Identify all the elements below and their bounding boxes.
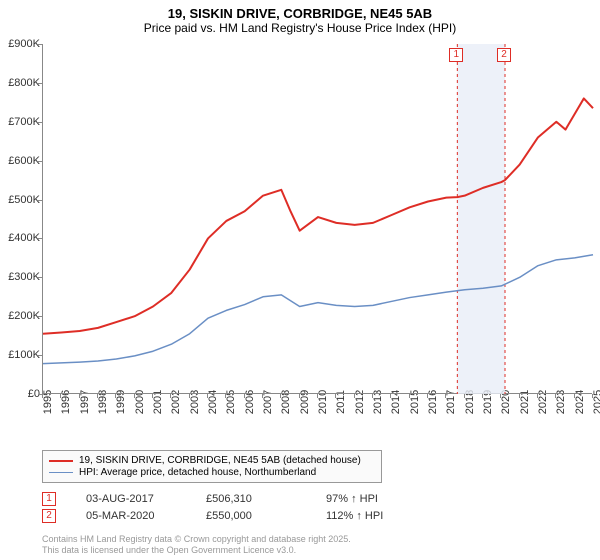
legend-item: 19, SISKIN DRIVE, CORBRIDGE, NE45 5AB (d… — [49, 455, 375, 466]
transaction-price: £550,000 — [206, 510, 296, 522]
chart-marker-badge: 2 — [497, 48, 511, 62]
transaction-table: 1 03-AUG-2017 £506,310 97% ↑ HPI 2 05-MA… — [42, 492, 416, 526]
y-tick-label: £200K — [0, 310, 40, 322]
transaction-date: 05-MAR-2020 — [86, 510, 176, 522]
transaction-date: 03-AUG-2017 — [86, 493, 176, 505]
title-sub: Price paid vs. HM Land Registry's House … — [0, 21, 600, 35]
x-tick-label: 2025 — [592, 390, 600, 414]
legend: 19, SISKIN DRIVE, CORBRIDGE, NE45 5AB (d… — [42, 450, 382, 483]
chart-container: 19, SISKIN DRIVE, CORBRIDGE, NE45 5AB Pr… — [0, 0, 600, 560]
y-tick-label: £400K — [0, 232, 40, 244]
plot-svg — [43, 44, 593, 394]
y-tick-label: £600K — [0, 155, 40, 167]
y-tick-label: £0 — [0, 388, 40, 400]
legend-label: HPI: Average price, detached house, Nort… — [79, 467, 316, 478]
transaction-row: 1 03-AUG-2017 £506,310 97% ↑ HPI — [42, 492, 416, 506]
title-block: 19, SISKIN DRIVE, CORBRIDGE, NE45 5AB Pr… — [0, 0, 600, 37]
y-tick-label: £800K — [0, 77, 40, 89]
y-tick-label: £500K — [0, 194, 40, 206]
transaction-relative: 97% ↑ HPI — [326, 493, 416, 505]
y-tick-label: £900K — [0, 38, 40, 50]
footer: Contains HM Land Registry data © Crown c… — [42, 534, 351, 556]
chart-marker-badge: 1 — [449, 48, 463, 62]
transaction-relative: 112% ↑ HPI — [326, 510, 416, 522]
marker-badge: 1 — [42, 492, 56, 506]
transaction-price: £506,310 — [206, 493, 296, 505]
y-tick-label: £300K — [0, 271, 40, 283]
legend-label: 19, SISKIN DRIVE, CORBRIDGE, NE45 5AB (d… — [79, 455, 361, 466]
footer-line: Contains HM Land Registry data © Crown c… — [42, 534, 351, 545]
plot-area — [42, 44, 592, 394]
marker-badge: 2 — [42, 509, 56, 523]
y-tick-label: £100K — [0, 349, 40, 361]
title-main: 19, SISKIN DRIVE, CORBRIDGE, NE45 5AB — [0, 6, 600, 21]
legend-swatch — [49, 460, 73, 462]
footer-line: This data is licensed under the Open Gov… — [42, 545, 351, 556]
series-price_paid — [43, 98, 593, 333]
transaction-row: 2 05-MAR-2020 £550,000 112% ↑ HPI — [42, 509, 416, 523]
legend-item: HPI: Average price, detached house, Nort… — [49, 467, 375, 478]
series-hpi — [43, 255, 593, 364]
y-tick-label: £700K — [0, 116, 40, 128]
legend-swatch — [49, 472, 73, 474]
